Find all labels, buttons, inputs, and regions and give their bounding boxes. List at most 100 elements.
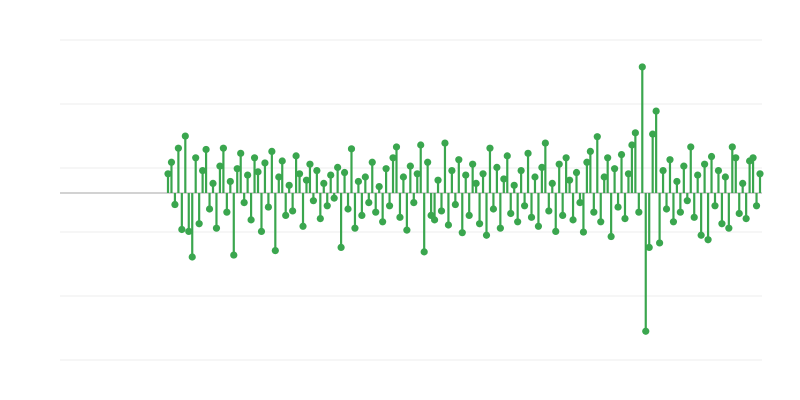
stem-marker [240,199,248,207]
stem-marker [323,202,331,210]
stem-marker [451,200,459,209]
stem-marker [559,211,567,219]
stem-marker [181,132,189,140]
stem-marker [188,253,196,261]
stem-marker [503,152,511,160]
stem-marker [479,170,487,178]
stem-marker [441,139,449,147]
stem-marker [292,152,300,160]
stem-marker [167,158,176,166]
stem-marker [541,139,549,147]
stem-marker [444,221,453,229]
stem-marker [638,63,646,71]
stem-marker [299,222,307,230]
stem-marker [368,158,376,166]
stem-marker [569,216,577,224]
stem-marker [330,194,338,202]
stem-marker [250,154,259,162]
stem-marker [714,167,723,175]
stem-marker [475,220,484,228]
stem-marker [593,133,601,141]
stem-marker [361,173,369,181]
stem-marker [600,173,608,181]
stem-marker [514,218,522,226]
stem-marker [278,157,286,165]
gridlines-group [60,39,762,361]
stem-marker [448,167,456,175]
stem-marker [199,167,207,175]
stem-marker [510,181,518,189]
stem-marker [621,215,629,223]
stem-marker [458,229,466,237]
stem-marker [721,173,729,181]
stem-marker [472,179,480,187]
stem-marker [534,222,543,230]
stem-marker [247,216,255,224]
stem-marker [614,203,622,211]
stem-marker [174,144,182,152]
stem-marker [417,141,425,149]
stem-marker [555,160,563,168]
stem-marker [683,197,691,205]
stem-marker [209,179,217,187]
stem-marker [264,203,272,211]
stem-marker [579,228,588,236]
stem-marker [610,165,619,173]
stem-marker [268,147,276,155]
stem-marker [725,224,733,232]
stem-marker [309,197,318,205]
stem-marker [562,154,570,162]
stem-marker [597,218,605,226]
stem-marker [365,199,373,207]
stem-marker [244,171,252,179]
stem-marker [271,247,279,255]
stem-marker [406,162,414,170]
stem-marker [659,167,667,175]
stem-marker [756,170,764,178]
stem-marker [420,248,428,256]
stem-marker [652,107,660,115]
stem-marker [690,213,698,221]
stem-marker [413,170,421,178]
stem-marker [631,129,639,137]
stem-marker [701,160,709,168]
stem-marker [230,251,238,259]
stem-marker [340,168,349,177]
stem-marker [354,177,363,186]
stem-marker [347,145,356,153]
stem-marker [392,143,401,151]
stem-marker [195,220,203,228]
stem-marker [437,207,446,215]
stem-marker [372,208,380,216]
stem-marker [379,218,387,226]
stem-marker [718,220,726,228]
stem-marker [728,143,736,151]
stem-marker [624,170,633,178]
stem-marker [565,176,574,184]
stem-marker [576,199,584,207]
stem-marker [649,130,657,138]
stem-marker [205,205,214,213]
stem-marker [164,170,172,178]
stem-marker [289,207,297,215]
stem-marker [607,232,615,241]
stem-marker [216,162,224,170]
stem-marker [635,208,643,216]
stem-marker [410,199,418,207]
stem-marker [275,173,283,181]
stem-marker [399,173,408,181]
stem-marker [344,205,352,213]
stem-marker [306,160,314,168]
stem-marker [552,227,560,235]
stem-marker [257,227,266,235]
stem-marker [382,165,390,173]
stem-marker [424,158,432,166]
stem-marker [171,200,179,209]
stem-marker [385,202,394,210]
stem-marker [735,209,743,218]
stem-marker [496,224,504,232]
stem-marker [178,225,186,234]
stem-marker [302,176,311,184]
stem-marker [465,211,473,219]
